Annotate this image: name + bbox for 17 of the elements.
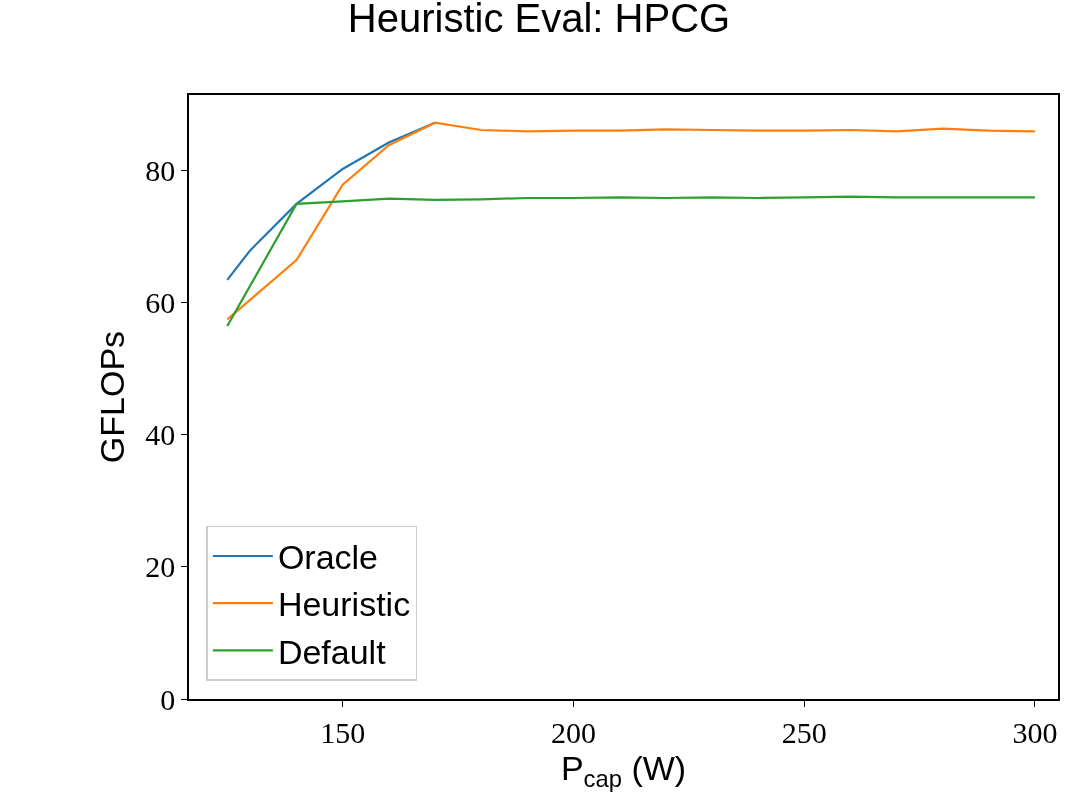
y-tick-label: 0 [160, 682, 176, 716]
line-series [226, 121, 1037, 321]
x-tick-label: 200 [550, 715, 596, 749]
x-tick-label: 150 [320, 715, 366, 749]
chart-title: Heuristic Eval: HPCG [347, 0, 731, 41]
y-tick-label: 80 [145, 154, 176, 188]
y-tick-label: 40 [145, 418, 176, 452]
x-axis-title: P$_{cap}$ (W) [560, 748, 687, 792]
legend-label: Heuristic [277, 585, 411, 624]
legend-label: Default [277, 632, 387, 671]
legend-label: Oracle [277, 538, 379, 577]
x-tick-label: 300 [1012, 715, 1058, 749]
y-tick-label: 60 [145, 286, 176, 320]
x-tick-label: 250 [781, 715, 827, 749]
line-series [226, 195, 1037, 328]
y-tick-label: 20 [145, 550, 176, 584]
y-axis-title: GFLOPs [93, 330, 132, 464]
